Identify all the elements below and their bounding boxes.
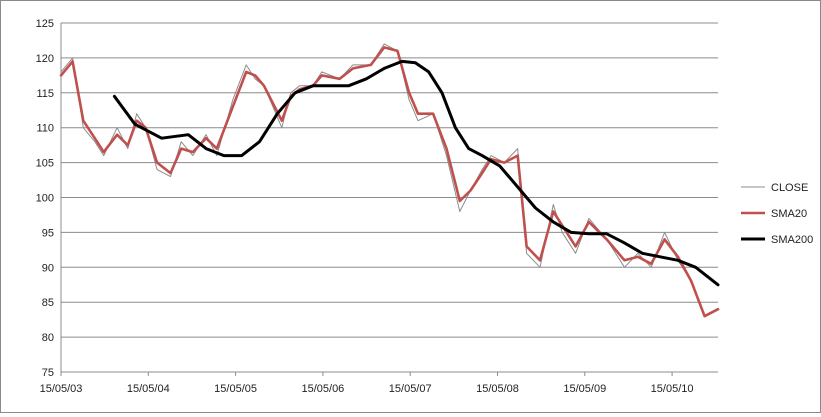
y-tick-label: 85	[42, 297, 54, 309]
y-tick-label: 90	[42, 262, 54, 274]
y-tick-label: 125	[36, 18, 54, 30]
y-tick-label: 80	[42, 332, 54, 344]
y-tick-label: 95	[42, 227, 54, 239]
legend-label-close: CLOSE	[771, 182, 808, 194]
x-tick-label: 15/05/06	[301, 383, 344, 395]
y-tick-label: 120	[36, 53, 54, 65]
y-tick-label: 100	[36, 193, 54, 205]
y-tick-label: 110	[36, 123, 54, 135]
series-line-sma20	[59, 46, 720, 318]
gridlines	[61, 22, 718, 373]
legend-label-sma200: SMA200	[771, 234, 813, 246]
x-tick-label: 15/05/03	[40, 383, 83, 395]
x-tick-label: 15/05/10	[651, 383, 694, 395]
y-tick-label: 75	[42, 367, 54, 379]
legend: CLOSE SMA20 SMA200	[741, 182, 813, 246]
y-axis: 75 80 85 90 95 100 105 110 115 120 125	[36, 18, 62, 379]
x-axis: 15/05/03 15/05/04 15/05/05 15/05/06 15/05/07…	[40, 371, 718, 395]
x-tick-label: 15/05/04	[127, 383, 170, 395]
x-tick-label: 15/05/09	[563, 383, 606, 395]
series-line-close	[60, 43, 719, 317]
x-tick-label: 15/05/05	[214, 383, 257, 395]
series-lines	[59, 43, 720, 318]
series-line-sma200	[112, 59, 720, 287]
y-tick-label: 115	[36, 88, 54, 100]
x-tick-label: 15/05/07	[389, 383, 432, 395]
x-tick-label: 15/05/08	[476, 383, 519, 395]
y-tick-label: 105	[36, 158, 54, 170]
legend-label-sma20: SMA20	[771, 208, 807, 220]
